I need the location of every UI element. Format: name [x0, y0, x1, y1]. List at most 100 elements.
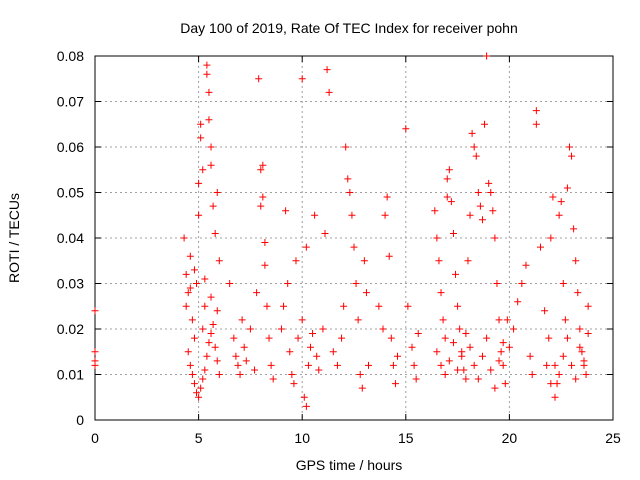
data-point [193, 280, 201, 287]
data-point [319, 325, 327, 333]
data-point [445, 166, 453, 174]
data-point [298, 316, 306, 324]
data-point [360, 257, 368, 265]
data-point [213, 357, 221, 365]
data-point [344, 175, 352, 183]
data-point [408, 343, 416, 351]
x-tick-label: 5 [195, 430, 203, 446]
data-point [205, 116, 213, 124]
data-point [282, 207, 290, 215]
x-axis-label: GPS time / hours [296, 457, 403, 473]
data-point [489, 207, 497, 215]
data-point [483, 334, 491, 342]
data-point [493, 280, 501, 287]
data-point [445, 357, 453, 365]
data-point [91, 361, 99, 369]
data-point [207, 143, 215, 151]
data-point [182, 302, 190, 310]
data-point [528, 371, 536, 378]
data-point [365, 361, 373, 369]
data-point [269, 375, 277, 383]
data-point [195, 211, 203, 219]
data-point [557, 198, 565, 206]
data-point [441, 371, 449, 378]
x-tick-label: 10 [294, 430, 310, 446]
data-point [561, 316, 569, 324]
data-point [563, 184, 571, 192]
data-point [443, 175, 451, 183]
data-point [190, 334, 198, 342]
data-point [188, 371, 196, 378]
data-point [213, 307, 221, 315]
data-point [255, 75, 263, 83]
data-point [547, 234, 555, 242]
data-point [485, 179, 493, 187]
data-point [242, 357, 250, 365]
data-point [549, 193, 557, 201]
data-point [547, 380, 555, 388]
data-point [584, 302, 592, 310]
data-point [466, 343, 474, 351]
data-point [201, 275, 209, 283]
data-point [356, 371, 364, 378]
data-point [476, 202, 484, 210]
data-point [253, 289, 261, 297]
data-point [387, 334, 395, 342]
data-point [491, 384, 499, 392]
data-point [261, 261, 269, 269]
data-point [304, 361, 312, 369]
data-point [478, 216, 486, 224]
data-point [470, 361, 478, 369]
y-axis: 0 0.01 0.02 0.03 0.04 0.05 0.06 0.07 0.08 [57, 48, 613, 428]
data-point [199, 166, 207, 174]
data-point [563, 334, 571, 342]
data-point [313, 352, 321, 360]
data-point [354, 316, 362, 324]
data-point [350, 243, 358, 251]
data-point [240, 343, 248, 351]
data-point [483, 52, 491, 60]
data-point [433, 234, 441, 242]
data-point [199, 375, 207, 383]
data-point [487, 189, 495, 196]
data-point [572, 375, 580, 383]
data-point [188, 316, 196, 324]
data-point [352, 280, 360, 287]
data-point [203, 352, 211, 360]
data-point [503, 316, 511, 324]
data-point [466, 211, 474, 219]
data-point [559, 352, 567, 360]
data-point [576, 325, 584, 333]
data-point [456, 325, 464, 333]
data-point [184, 289, 192, 297]
data-point [497, 348, 505, 356]
data-point [584, 330, 592, 338]
data-point [213, 189, 221, 196]
data-point [298, 75, 306, 83]
data-point [545, 334, 553, 342]
data-point [277, 325, 285, 333]
data-points [91, 52, 592, 410]
data-point [391, 380, 399, 388]
data-point [259, 193, 267, 201]
data-point [211, 229, 219, 237]
data-point [340, 302, 348, 310]
data-point [193, 389, 201, 397]
y-tick-label: 0.06 [57, 139, 84, 155]
data-point [329, 348, 337, 356]
data-point [505, 343, 513, 351]
y-tick-label: 0 [76, 412, 84, 428]
data-point [487, 366, 495, 374]
data-point [478, 352, 486, 360]
data-point [348, 211, 356, 219]
data-point [447, 198, 455, 206]
data-point [449, 339, 457, 347]
data-point [462, 330, 470, 338]
data-point [309, 330, 317, 338]
data-point [267, 361, 275, 369]
y-tick-label: 0.01 [57, 367, 84, 383]
data-point [184, 348, 192, 356]
data-point [238, 316, 246, 324]
data-point [211, 343, 219, 351]
data-point [302, 243, 310, 251]
